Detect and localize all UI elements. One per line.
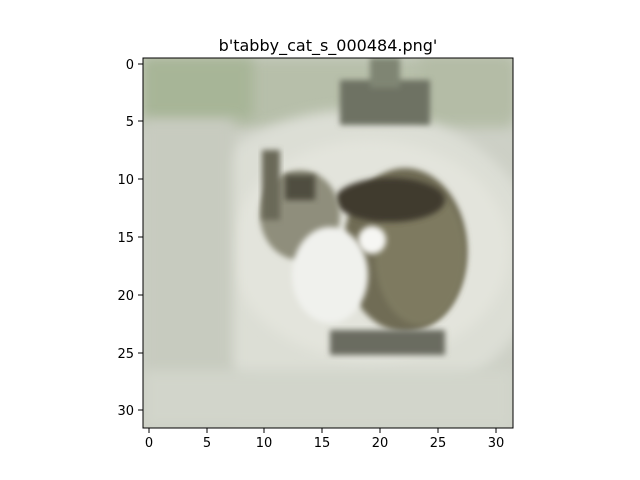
image-bottom-surface [143,370,513,428]
y-tick-label: 5 [126,115,134,130]
image-top-left-tint [143,58,253,118]
x-tick-label: 25 [430,436,447,451]
image-cat-paws [330,330,445,355]
figure-title: b'tabby_cat_s_000484.png' [219,36,438,56]
image-top-right-tint [420,58,513,118]
x-tick-label: 10 [256,436,273,451]
y-tick-label: 20 [117,289,134,304]
image-cat-ear [262,150,280,220]
image-cat-highlight [358,226,386,254]
y-tick-label: 30 [117,404,134,419]
x-tick-label: 15 [314,436,331,451]
x-tick-label: 30 [488,436,505,451]
x-tick-label: 20 [372,436,389,451]
image-cat-back [335,178,445,222]
image-top-object-2 [370,58,400,88]
x-tick-label: 5 [203,436,211,451]
y-tick-label: 10 [117,173,134,188]
cat-image [143,58,540,428]
x-tick-label: 0 [145,436,153,451]
y-tick-label: 0 [126,58,134,73]
y-tick-label: 25 [117,347,134,362]
image-cat-chest [292,227,368,323]
y-tick-label: 15 [117,231,134,246]
image-cat-eye-patch [285,175,315,200]
